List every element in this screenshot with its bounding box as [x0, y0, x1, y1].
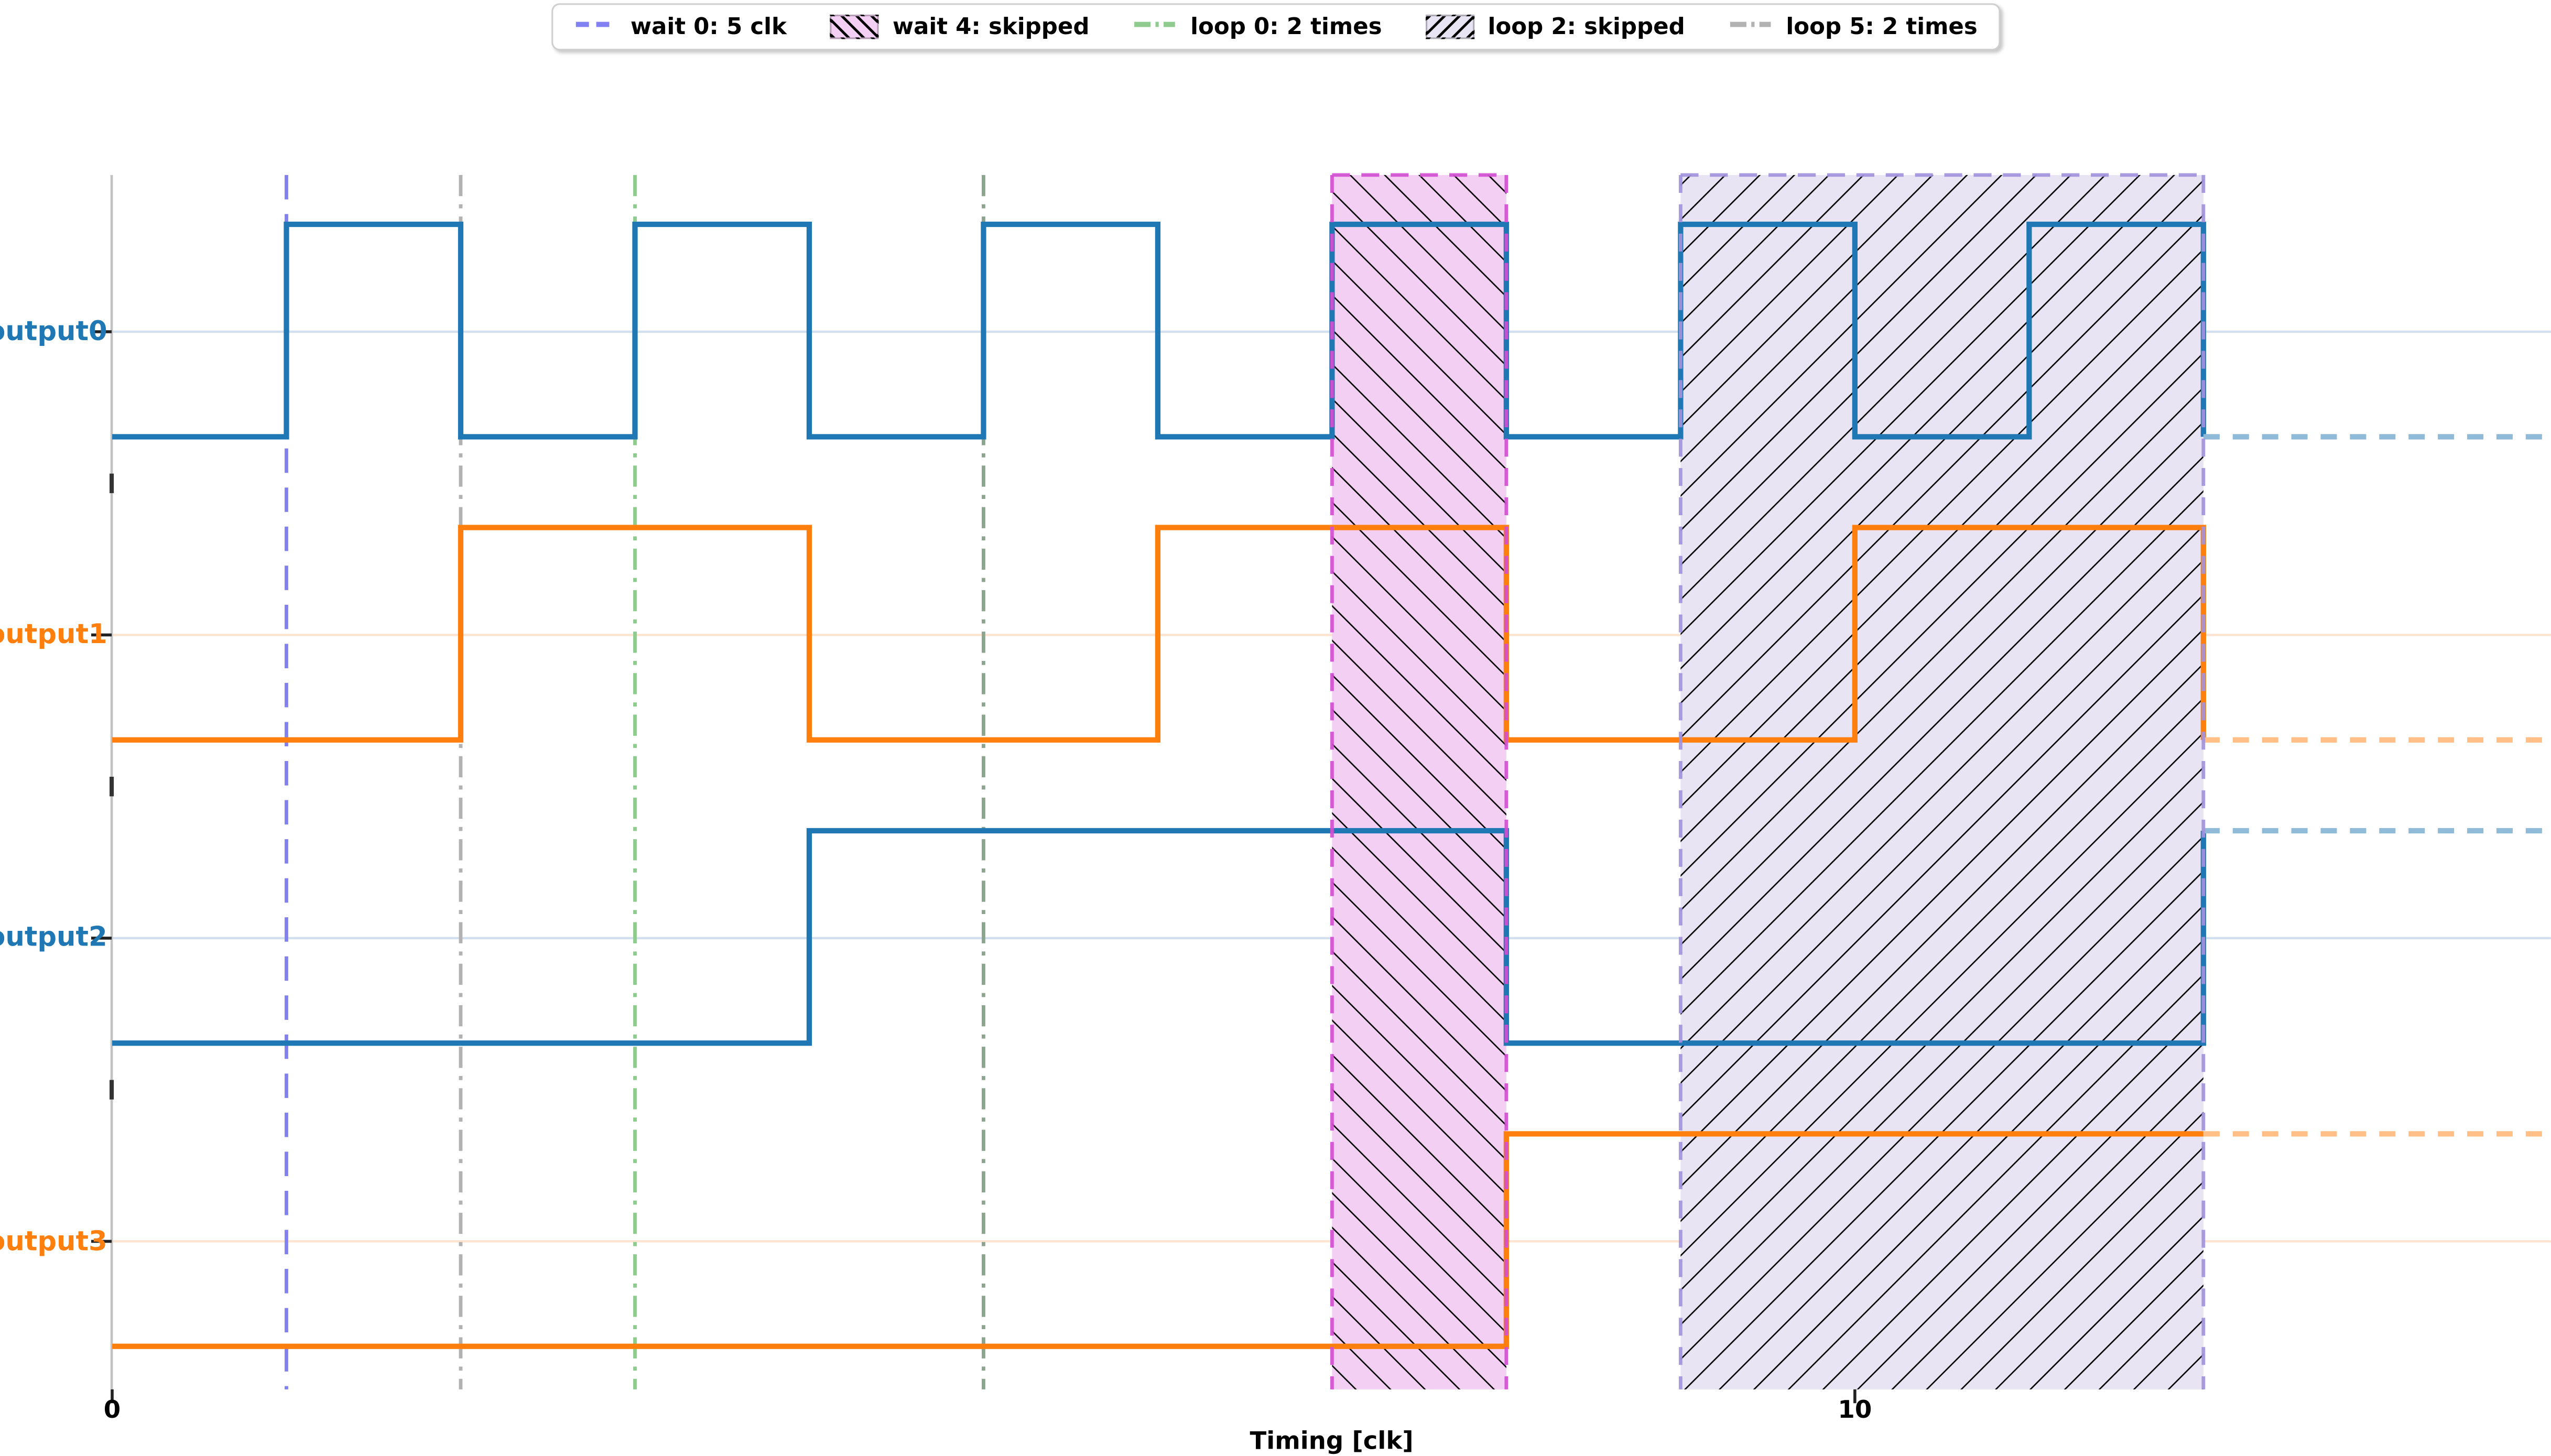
y-axis-label-output1: output1: [0, 618, 107, 650]
legend-label: wait 4: skipped: [892, 14, 1090, 40]
y-axis-label-output2: output2: [0, 921, 107, 953]
legend-label: loop 5: 2 times: [1786, 14, 1978, 40]
x-axis-title: Timing [clk]: [1250, 1426, 1414, 1455]
legend-item-loop5: loop 5: 2 times: [1729, 12, 1978, 42]
dashdot-line-key-icon: [1133, 12, 1177, 42]
x-tick-label-0: 0: [103, 1395, 121, 1425]
region-hatch-1: [1680, 175, 2203, 1389]
hatched-patch-key-icon: [830, 14, 880, 39]
legend-item-loop0: loop 0: 2 times: [1133, 12, 1382, 42]
legend-item-wait4: wait 4: skipped: [830, 14, 1090, 40]
hatched-patch-key-icon: [1426, 14, 1475, 39]
legend-label: loop 2: skipped: [1488, 14, 1685, 40]
x-tick-label-10: 10: [1838, 1395, 1872, 1425]
y-axis-label-output0: output0: [0, 315, 107, 346]
waveform-output1: [112, 525, 2206, 743]
legend: wait 0: 5 clk wait 4: skipped loop 0: 2 …: [550, 3, 2001, 51]
dashdot-line-key-icon: [1729, 12, 1773, 42]
waveform-output0: [112, 221, 2206, 440]
y-axis-label-output3: output3: [0, 1225, 107, 1256]
legend-item-wait0: wait 0: 5 clk: [573, 12, 787, 42]
region-hatch-0: [1332, 175, 1506, 1389]
legend-label: loop 0: 2 times: [1190, 14, 1382, 40]
legend-item-loop2: loop 2: skipped: [1426, 14, 1685, 40]
legend-label: wait 0: 5 clk: [630, 14, 787, 40]
dashed-line-key-icon: [573, 12, 617, 42]
